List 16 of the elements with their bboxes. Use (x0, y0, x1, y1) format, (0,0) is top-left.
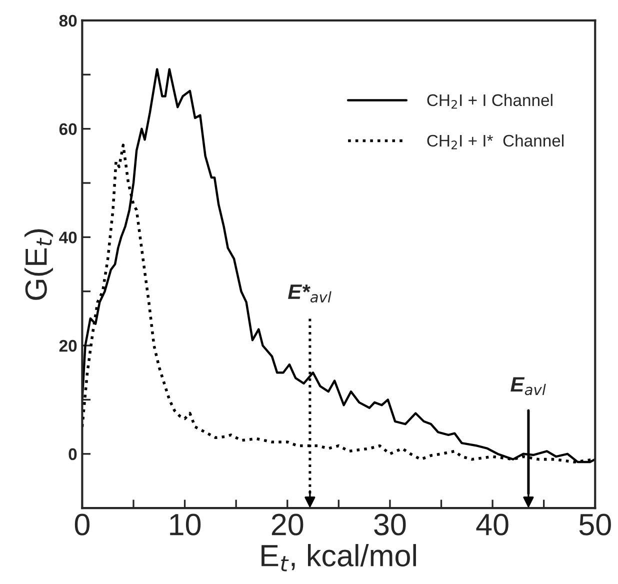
legend-label: CH$_{2}$I + I* Channel (427, 134, 564, 150)
x-tick-label: 20 (272, 514, 304, 536)
x-tick-label: 50 (579, 514, 611, 536)
y-tick-label: 80 (59, 14, 77, 27)
y-tick-label: 20 (59, 340, 77, 352)
legend-label: CH$_{2}$I + I Channel (427, 94, 552, 109)
x-tick-label: 30 (374, 514, 406, 536)
x-axis-title: E$_{t}$, kcal/mol (262, 544, 416, 572)
ref-line-label: E*$_{avl}$ (288, 284, 332, 303)
x-tick-label: 10 (170, 514, 201, 536)
y-tick-label: 60 (59, 123, 77, 136)
y-tick-label: 0 (68, 448, 77, 460)
ref-line-label: E$_{avl}$ (510, 377, 546, 396)
y-tick-label: 40 (59, 232, 77, 244)
y-axis-title: G(E$_{t}$) (24, 229, 53, 300)
x-tick-label: 40 (476, 514, 508, 536)
